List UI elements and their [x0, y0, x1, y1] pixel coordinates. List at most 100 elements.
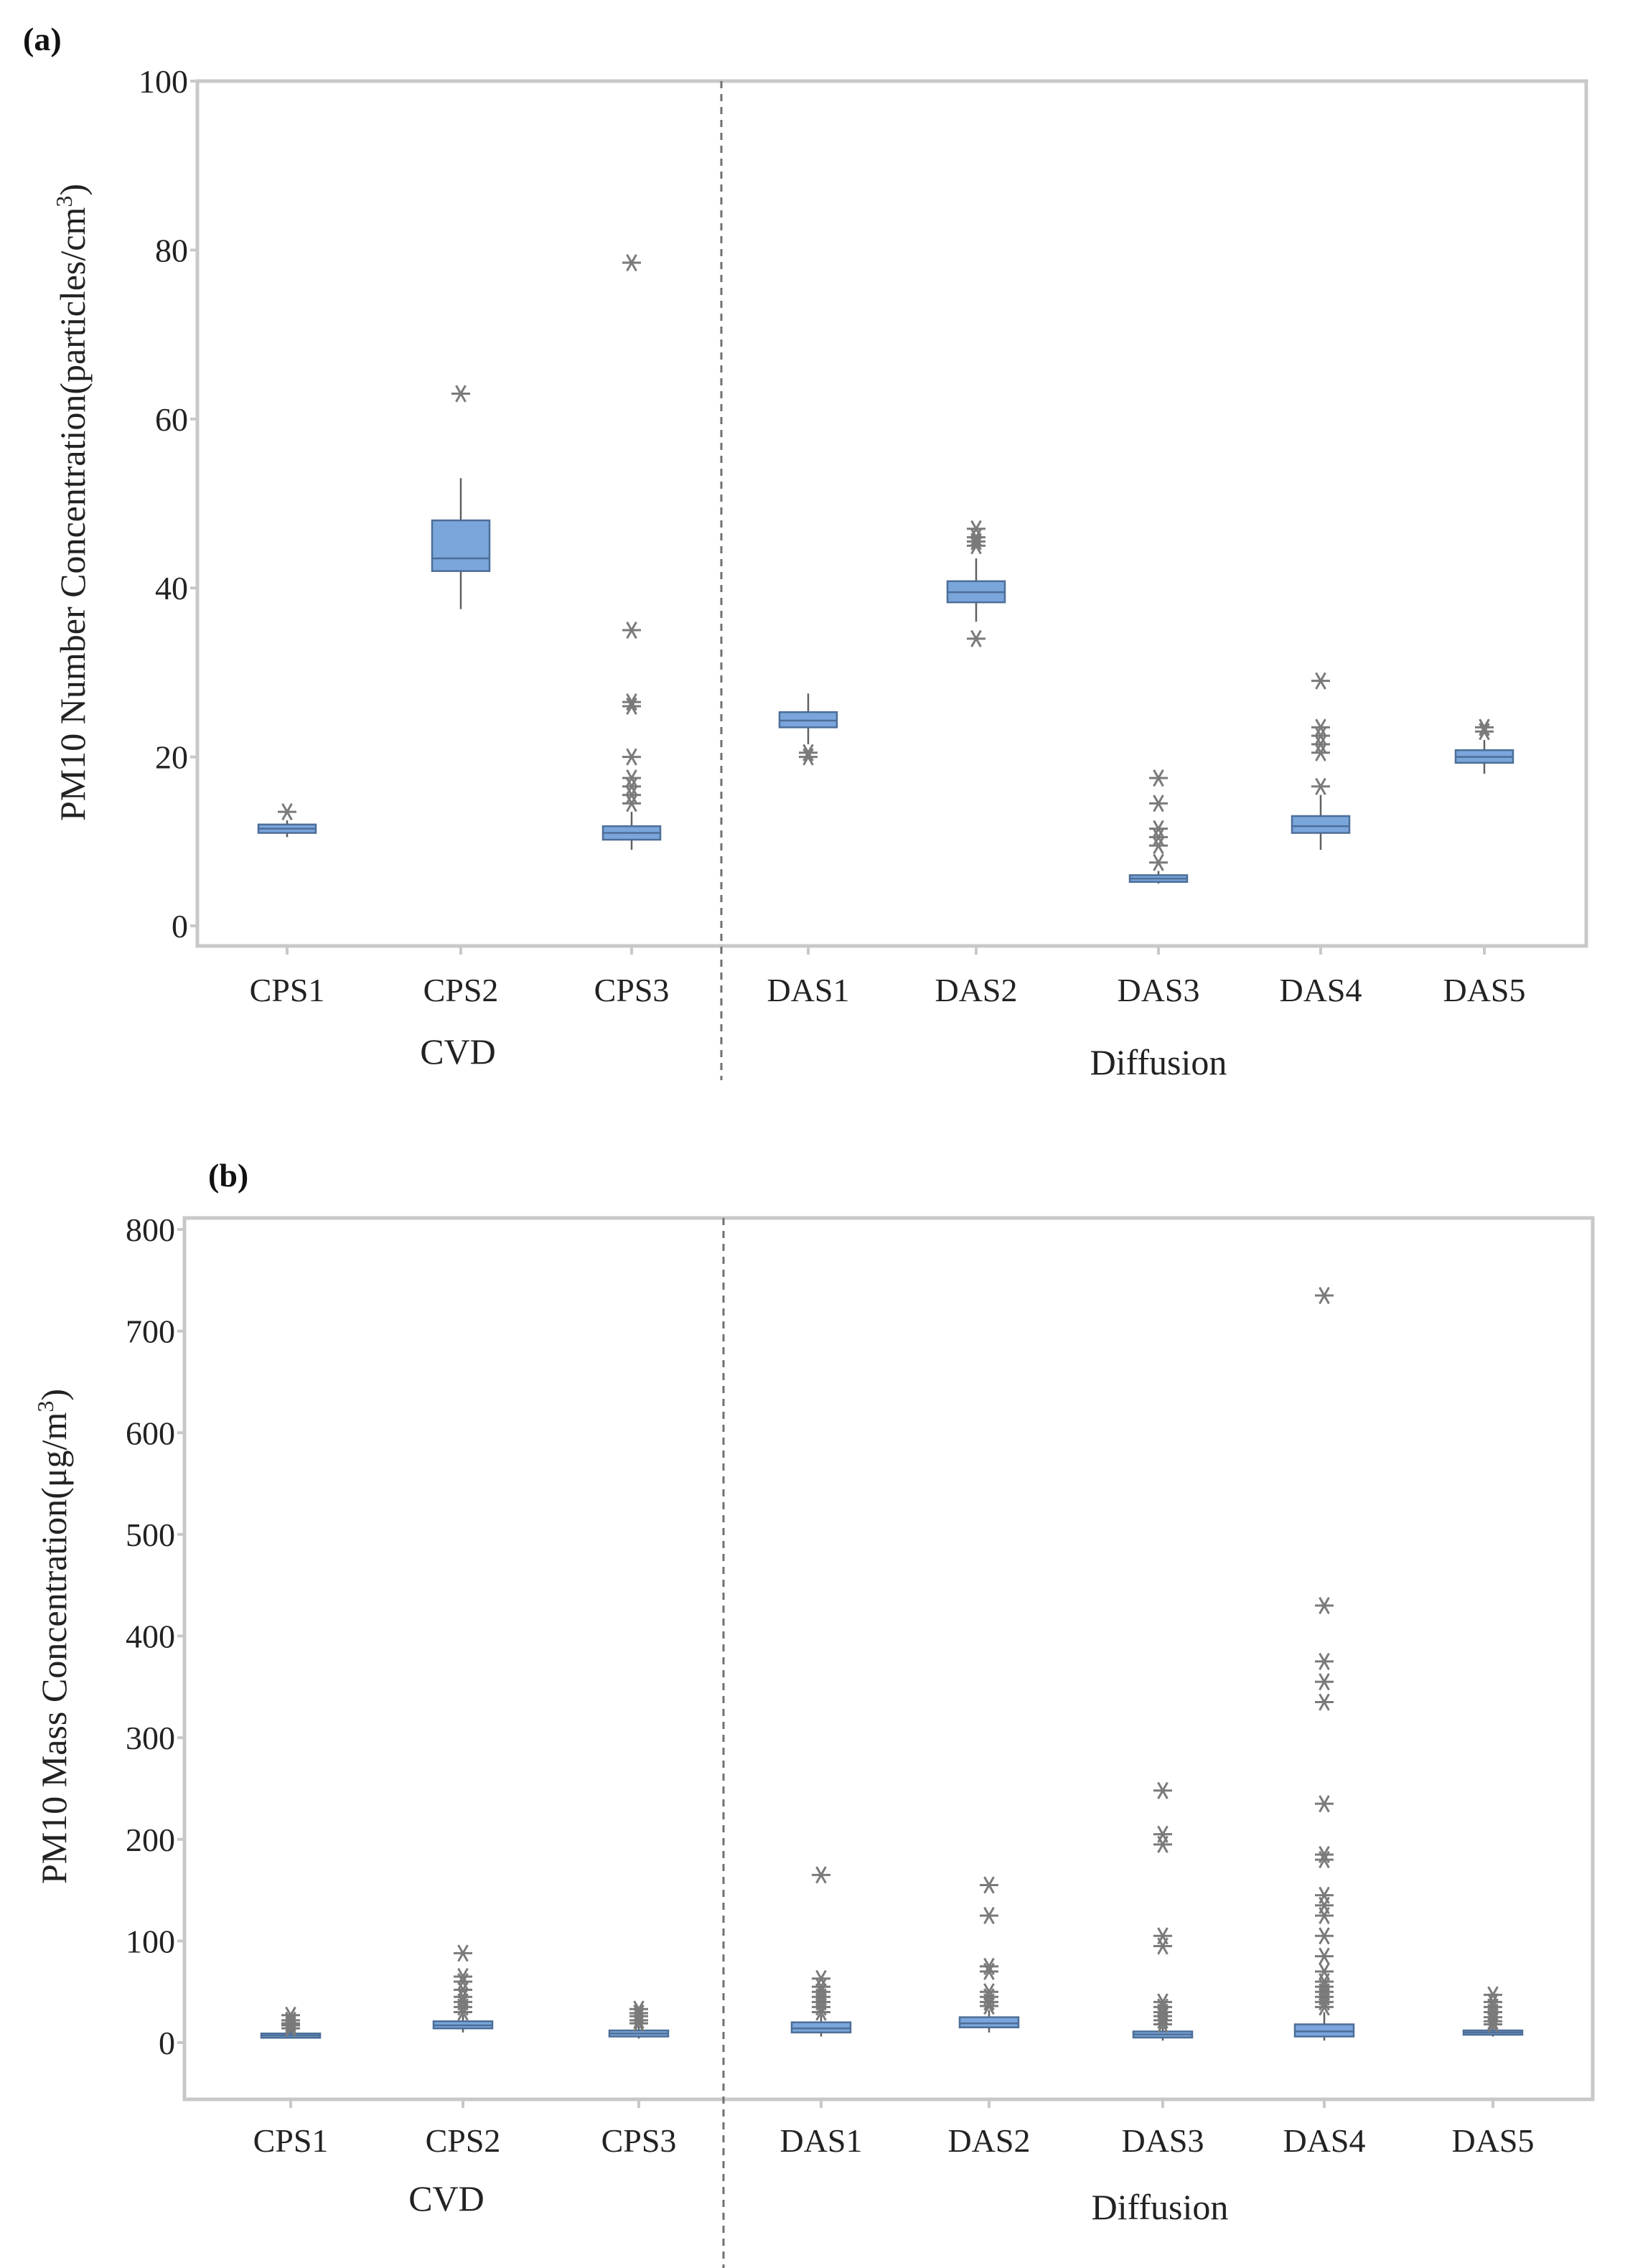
outlier-marker [1153, 1781, 1172, 1799]
outlier-marker [454, 1944, 472, 1962]
y-axis-b: 0 100 200 300 400 500 600 700 800 [126, 1212, 1494, 2108]
panel-label-a: (a) [23, 21, 62, 57]
outlier-marker [622, 697, 641, 716]
outlier-marker [1149, 853, 1168, 871]
outlier-marker [980, 1876, 998, 1894]
box-cps2 [431, 385, 491, 609]
outlier-marker [1484, 1993, 1502, 2011]
outlier-marker [967, 528, 985, 546]
box-iqr [1291, 815, 1351, 834]
y-tick-label: 40 [155, 570, 188, 606]
y-tick-label: 800 [126, 1212, 175, 1248]
x-tick-label: DAS4 [1279, 972, 1362, 1008]
outlier-marker [454, 1988, 472, 2006]
box-iqr [1293, 2023, 1355, 2038]
group-label-cvd-b: CVD [408, 2178, 484, 2218]
box-iqr [790, 2021, 852, 2034]
box-cps2 [432, 1944, 494, 2033]
plot-frame-b [182, 1216, 1595, 2101]
y-axis-title-a: PM10 Number Concentration(particles/cm3) [51, 184, 93, 821]
box-das3 [1132, 1781, 1194, 2041]
outlier-marker [281, 2015, 300, 2033]
outlier-marker [1315, 1947, 1334, 1965]
y-axis-a: 0 20 40 60 80 100 [139, 63, 1486, 955]
outlier-marker [980, 1957, 998, 1975]
x-tick-label: DAS1 [767, 972, 849, 1008]
x-tick-label: DAS5 [1443, 972, 1525, 1008]
outlier-marker [799, 748, 818, 766]
outlier-marker [278, 803, 296, 821]
y-tick-label: 400 [126, 1618, 175, 1655]
x-tick-label: DAS2 [947, 2122, 1030, 2159]
y-tick-label: 0 [172, 908, 188, 945]
outlier-marker [1315, 1795, 1334, 1813]
outlier-marker [812, 1969, 830, 1987]
y-tick-label: 80 [155, 232, 188, 268]
x-tick-label: DAS2 [935, 972, 1017, 1008]
x-tick-label: CPS2 [426, 2122, 501, 2159]
group-label-diffusion-b: Diffusion [1092, 2187, 1229, 2227]
outlier-marker [629, 2007, 648, 2025]
x-tick-label: CPS3 [601, 2122, 677, 2159]
x-tick-label: CPS2 [423, 972, 499, 1008]
outlier-marker [1149, 837, 1168, 855]
outlier-marker [1315, 1596, 1334, 1615]
outlier-marker [980, 1906, 998, 1925]
outlier-marker [967, 537, 985, 555]
outlier-marker [1484, 1986, 1502, 2004]
outlier-marker [1315, 1962, 1334, 1980]
outlier-marker [1315, 1652, 1334, 1670]
y-tick-label: 200 [126, 1822, 175, 1858]
outlier-marker [629, 2004, 648, 2022]
panel-label-b: (b) [208, 1157, 248, 1194]
outlier-marker [1311, 718, 1330, 736]
outlier-marker [967, 520, 985, 538]
outlier-marker [451, 385, 470, 403]
outlier-marker [1153, 1993, 1172, 2011]
y-tick-label: 300 [126, 1720, 175, 1756]
y-tick-label: 600 [126, 1415, 175, 1451]
box-das1 [790, 1866, 852, 2037]
plot-frame-a [195, 79, 1588, 948]
outlier-marker [1315, 1673, 1334, 1691]
outlier-marker [1315, 1693, 1334, 1711]
outlier-marker [980, 1983, 998, 2001]
box-das5 [1454, 718, 1514, 774]
outlier-marker [622, 795, 641, 812]
y-tick-label: 100 [126, 1923, 175, 1959]
outlier-marker [1311, 672, 1330, 690]
outlier-marker [1475, 723, 1494, 741]
box-cps3 [601, 253, 662, 851]
box-iqr [431, 519, 491, 572]
outlier-marker [1311, 777, 1330, 795]
x-tick-label: DAS3 [1117, 972, 1199, 1008]
outlier-marker [812, 1978, 830, 1996]
y-axis-title-b: PM10 Mass Concentration(μg/m3) [32, 1389, 74, 1884]
x-tick-label: DAS4 [1283, 2122, 1365, 2159]
outlier-marker [1315, 1845, 1334, 1864]
y-tick-label: 60 [155, 401, 188, 438]
box-cps1 [257, 803, 317, 838]
y-tick-label: 20 [155, 739, 188, 776]
outlier-marker [1315, 1927, 1334, 1945]
outlier-marker [1315, 1286, 1334, 1305]
panel-a: (a) PM10 Number Concentration(particles/… [23, 21, 1588, 1082]
group-label-cvd-a: CVD [420, 1031, 496, 1072]
y-tick-label: 0 [159, 2025, 175, 2061]
outlier-marker [454, 1981, 472, 1999]
outlier-marker [1153, 1927, 1172, 1945]
y-tick-label: 100 [139, 63, 188, 100]
outlier-marker [1311, 744, 1330, 762]
box-series-a [257, 253, 1514, 884]
outlier-marker [622, 693, 641, 711]
outlier-marker [1153, 1825, 1172, 1843]
outlier-marker [1149, 769, 1168, 787]
x-tick-label: CPS1 [250, 972, 325, 1008]
outlier-marker [799, 744, 818, 762]
outlier-marker [622, 786, 641, 804]
outlier-marker [1149, 795, 1168, 812]
panel-b: (b) PM10 Mass Concentration(μg/m3) 0 100 2… [32, 1157, 1595, 2268]
outlier-marker [622, 748, 641, 766]
box-das5 [1462, 1986, 1524, 2037]
y-tick-label: 500 [126, 1517, 175, 1553]
